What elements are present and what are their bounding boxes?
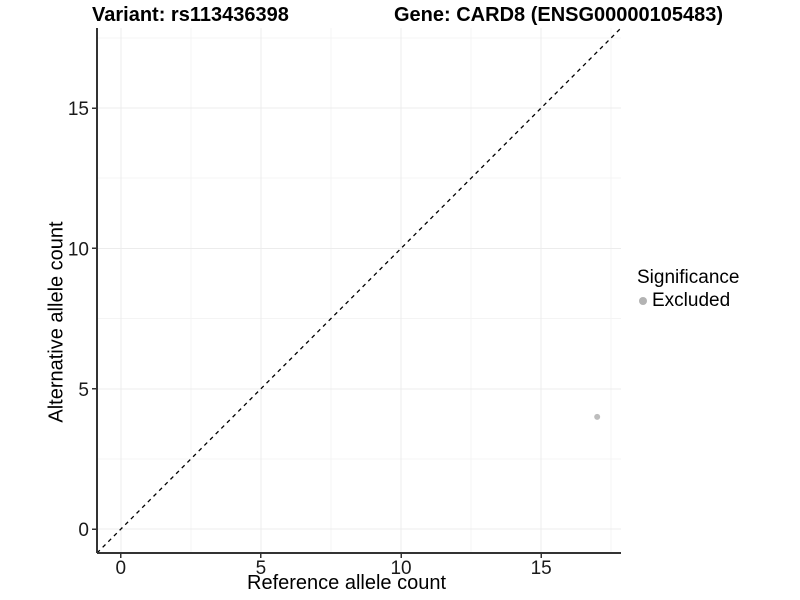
plot-title-gene: Gene: CARD8 (ENSG00000105483) — [394, 4, 724, 26]
y-tick-label: 15 — [68, 99, 89, 120]
x-tick-label: 0 — [116, 558, 127, 579]
identity-line — [96, 27, 622, 554]
y-tick-label: 5 — [78, 380, 89, 401]
x-axis-title: Reference allele count — [247, 572, 447, 594]
legend-item-label: Excluded — [652, 290, 731, 311]
y-tick-label: 10 — [68, 239, 89, 260]
legend-item: Excluded — [637, 290, 739, 312]
y-tick-label: 0 — [78, 520, 89, 541]
point-marker-icon — [639, 297, 647, 305]
x-tick-label: 15 — [531, 558, 552, 579]
x-tick-label: 10 — [390, 558, 411, 579]
legend-title: Significance — [637, 267, 740, 288]
x-tick-label: 5 — [256, 558, 267, 579]
y-axis-title: Alternative allele count — [45, 221, 68, 423]
data-point — [594, 413, 601, 420]
plot-title-variant: Variant: rs113436398 — [92, 4, 289, 26]
legend: Significance Excluded — [637, 267, 739, 312]
